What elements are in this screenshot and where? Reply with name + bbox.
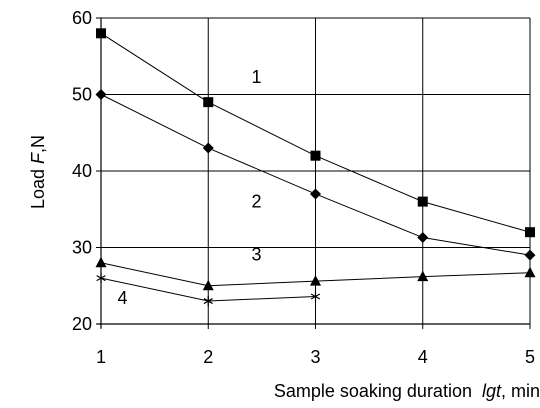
grid — [101, 17, 531, 324]
triangle-point — [524, 266, 536, 278]
star-stroke — [203, 298, 213, 305]
square-point — [96, 28, 106, 39]
star-stroke — [96, 275, 106, 282]
x-tick-label: 4 — [418, 347, 428, 367]
series-2 — [95, 89, 536, 261]
square-point — [525, 227, 535, 238]
y-tick-label: 50 — [72, 85, 92, 105]
x-axis-title: Sample soaking duration lgt, min — [274, 381, 540, 401]
series-1 — [96, 28, 535, 238]
diamond-point — [202, 142, 214, 154]
square-point — [310, 150, 321, 161]
diamond-point — [417, 232, 429, 244]
square-point — [417, 196, 428, 207]
star-stroke — [310, 293, 321, 300]
y-tick-label: 60 — [72, 8, 92, 28]
triangle-point — [417, 270, 429, 282]
series-label-4: 4 — [117, 288, 127, 308]
series-3 — [95, 256, 536, 291]
triangle-point — [95, 256, 107, 268]
x-tick-label: 5 — [525, 347, 535, 367]
series-group — [95, 28, 536, 307]
x-tick-label: 2 — [203, 347, 213, 367]
series-label-1: 1 — [252, 67, 262, 87]
square-point — [203, 97, 214, 108]
series-label-2: 2 — [252, 192, 262, 212]
y-tick-label: 20 — [72, 314, 92, 334]
star-point — [203, 296, 213, 307]
series-4 — [96, 273, 321, 307]
triangle-point — [310, 275, 321, 286]
star-point — [310, 291, 321, 302]
series-labels: 1 2 3 4 — [117, 67, 261, 308]
diamond-point — [95, 89, 107, 100]
y-tick-label: 30 — [72, 238, 92, 258]
diamond-point — [524, 249, 536, 261]
triangle-point — [202, 279, 214, 291]
y-tick-label: 40 — [72, 161, 92, 181]
tick-labels: 20 30 40 50 60 1 2 3 4 5 — [72, 8, 535, 367]
series-label-3: 3 — [252, 245, 262, 265]
x-tick-label: 3 — [310, 347, 320, 367]
diamond-point — [310, 188, 321, 200]
star-point — [96, 273, 106, 284]
y-axis-title: Load F,N — [28, 135, 48, 209]
x-tick-label: 1 — [96, 347, 106, 367]
